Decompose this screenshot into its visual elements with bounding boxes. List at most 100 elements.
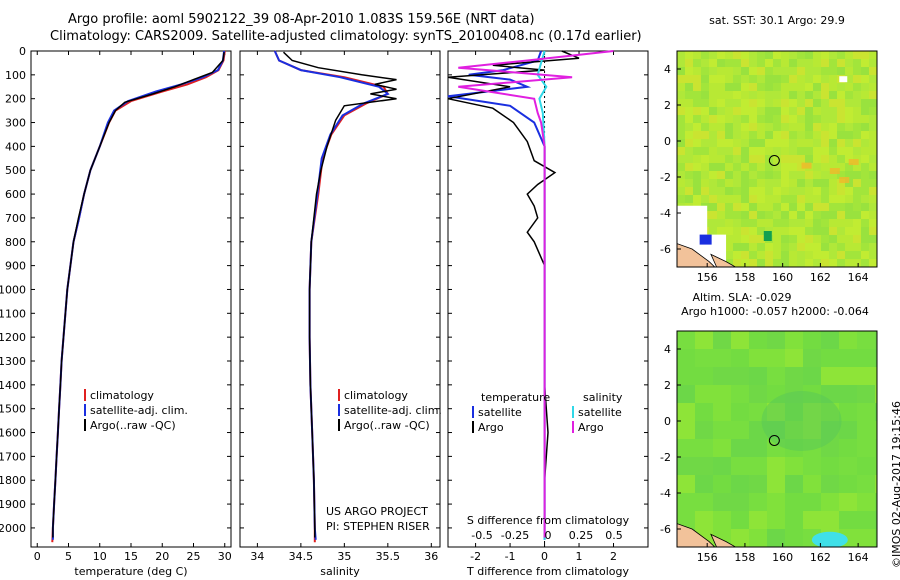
map-cell	[773, 251, 781, 259]
map-cell	[829, 195, 837, 203]
map-cell	[781, 115, 789, 123]
map-cell	[805, 187, 813, 195]
map-cell	[813, 147, 821, 155]
map-cell	[749, 529, 767, 547]
land	[677, 243, 716, 267]
y-tick-label: 100	[5, 69, 26, 82]
map-cell	[845, 139, 853, 147]
annotation-text: PI: STEPHEN RISER	[326, 520, 430, 533]
map-cell	[853, 219, 861, 227]
map-cell	[853, 187, 861, 195]
map-cell	[773, 211, 781, 219]
map-cell	[765, 179, 773, 187]
map-cell	[857, 511, 875, 529]
map-cell	[797, 91, 805, 99]
plot-frame	[239, 50, 441, 548]
map-cell	[821, 259, 829, 267]
map-cell	[781, 235, 789, 243]
map-cell	[733, 91, 741, 99]
map-cell	[709, 219, 717, 227]
map-cell	[789, 227, 797, 235]
map-cell	[829, 163, 837, 171]
map-cell	[701, 187, 709, 195]
map-cell	[861, 171, 869, 179]
y-tick-label: 200	[5, 93, 26, 106]
map-cell	[797, 155, 805, 163]
x-axis-label-2: S difference from climatology	[467, 514, 630, 527]
map-cell	[869, 155, 877, 163]
map-cell	[869, 107, 877, 115]
map-cell	[789, 139, 797, 147]
map-cell	[853, 91, 861, 99]
map-cell	[757, 187, 765, 195]
map-cell	[781, 203, 789, 211]
map-cell	[709, 187, 717, 195]
map-cell	[677, 139, 685, 147]
map-cell	[857, 493, 875, 511]
map-cell	[821, 83, 829, 91]
map-cell	[717, 75, 725, 83]
map-cell	[717, 131, 725, 139]
map-cell	[773, 235, 781, 243]
map-cell	[789, 99, 797, 107]
map-cell	[837, 171, 845, 179]
map-cell	[797, 171, 805, 179]
legend-label: satellite-adj. clim.	[90, 404, 188, 417]
map-cell	[695, 493, 713, 511]
map-cell	[845, 83, 853, 91]
map-cell	[773, 195, 781, 203]
map-cell	[677, 115, 685, 123]
map-cell	[853, 139, 861, 147]
legend-swatch	[84, 404, 86, 416]
map-cell	[685, 195, 693, 203]
map-cell	[781, 259, 789, 267]
map-cell	[757, 99, 765, 107]
map-cell	[693, 107, 701, 115]
map-cell	[693, 123, 701, 131]
map-cell	[829, 131, 837, 139]
annotation-text: US ARGO PROJECT	[326, 505, 428, 518]
map-cell	[773, 259, 781, 267]
map-cell	[773, 147, 781, 155]
map-cell	[695, 457, 713, 475]
map-cell	[749, 367, 767, 385]
map-cell	[749, 235, 757, 243]
map-cell	[749, 331, 767, 349]
figure-title-line2: Climatology: CARS2009. Satellite-adjuste…	[50, 29, 642, 44]
map-cell	[853, 99, 861, 107]
map-cell	[853, 211, 861, 219]
map-cell	[677, 171, 685, 179]
x-tick-label: 162	[810, 271, 831, 284]
map-cell	[741, 131, 749, 139]
map-cell	[821, 511, 839, 529]
map-cell	[749, 259, 757, 267]
map-cell	[733, 163, 741, 171]
map-cell	[805, 155, 813, 163]
map-cell	[685, 67, 693, 75]
map-cell	[709, 179, 717, 187]
map-cell	[861, 75, 869, 83]
map-cell	[861, 251, 869, 259]
map-cell	[789, 171, 797, 179]
map-cell	[797, 251, 805, 259]
y-tick-label: -6	[660, 523, 671, 536]
map-cell	[713, 331, 731, 349]
map-cell	[869, 219, 877, 227]
map-cell	[789, 107, 797, 115]
map-cell	[749, 251, 757, 259]
y-tick-label: 900	[5, 260, 26, 273]
map-cell	[765, 163, 773, 171]
map-cell	[829, 227, 837, 235]
map-cell	[733, 67, 741, 75]
legend-label: Argo(..raw -QC)	[344, 419, 430, 432]
map-cell	[829, 59, 837, 67]
map-cell	[829, 203, 837, 211]
map-cell	[717, 171, 725, 179]
map-cell	[757, 259, 765, 267]
x-tick-label-2: -0.25	[501, 529, 529, 542]
map-cell	[773, 115, 781, 123]
map-cell	[709, 75, 717, 83]
map-cell	[821, 195, 829, 203]
map-cell	[789, 211, 797, 219]
map-cell	[837, 227, 845, 235]
